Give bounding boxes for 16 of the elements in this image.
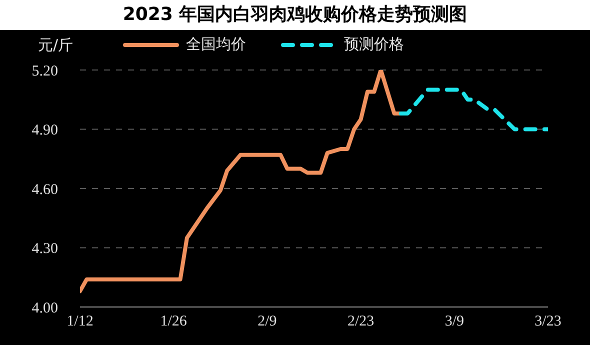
- x-tick-label: 3/9: [444, 314, 464, 330]
- x-tick-label: 2/9: [258, 314, 277, 330]
- x-tick-label: 2/23: [347, 314, 374, 330]
- x-tick-label: 3/23: [534, 314, 562, 330]
- chart-title: 2023 年国内白羽肉鸡收购价格走势预测图: [0, 0, 590, 30]
- legend-label: 全国均价: [186, 35, 246, 54]
- y-tick-label: 4.00: [32, 300, 58, 316]
- y-tick-label: 4.30: [32, 241, 58, 258]
- y-tick-label: 4.60: [32, 182, 58, 198]
- line-series: [398, 88, 548, 132]
- legend-label: 预测价格: [344, 35, 404, 54]
- y-axis-title: 元/斤: [38, 36, 74, 55]
- y-tick-label: 5.20: [32, 63, 58, 80]
- x-tick-label: 1/12: [66, 314, 94, 330]
- y-tick-label: 4.90: [32, 122, 58, 139]
- x-tick-label: 1/26: [160, 314, 188, 330]
